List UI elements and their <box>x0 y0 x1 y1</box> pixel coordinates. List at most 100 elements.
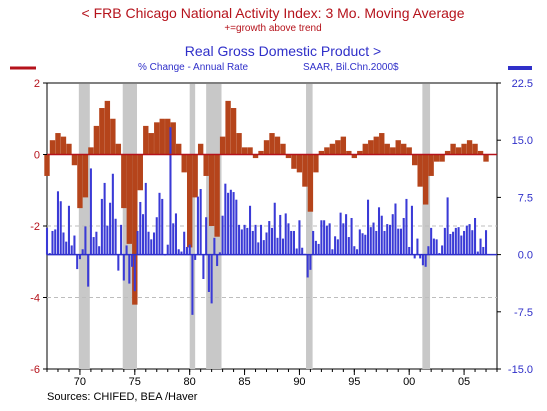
gdp-bar <box>474 217 477 255</box>
activity-bar <box>280 143 286 155</box>
gdp-bar <box>377 207 381 255</box>
gdp-bar <box>213 237 216 255</box>
gdp-bar <box>109 202 112 255</box>
right-axis-label: 15.0 <box>512 135 533 147</box>
gdp-bar <box>287 223 290 255</box>
gdp-bar <box>284 213 287 255</box>
activity-bar <box>225 100 231 155</box>
x-axis-label: 05 <box>458 376 470 388</box>
activity-bar <box>296 154 303 173</box>
activity-bar <box>307 154 314 212</box>
activity-bar <box>472 143 478 155</box>
gdp-bar <box>229 189 232 255</box>
gdp-bar <box>136 230 139 255</box>
gdp-bar <box>185 246 188 255</box>
axes: 2 0 -2 -4 -6 22.5 15.0 7.5 0.0 -7.5 -15.0 70 75 80 85 9… <box>30 78 533 388</box>
activity-bar <box>450 143 456 155</box>
activity-bar <box>154 122 160 155</box>
activity-bar <box>263 140 270 155</box>
activity-bar <box>159 118 165 155</box>
activity-bar <box>362 143 368 155</box>
gdp-bar <box>65 241 68 255</box>
gdp-bar <box>484 230 488 255</box>
gdp-bar <box>279 214 282 255</box>
gdp-bar <box>207 254 210 292</box>
left-axis-label: 2 <box>34 78 40 90</box>
gdp-bar <box>405 198 408 255</box>
gdp-bar <box>67 205 70 255</box>
gdp-bar <box>249 205 252 255</box>
gdp-bar <box>432 238 435 255</box>
gdp-bar <box>92 237 95 255</box>
chart-title-right: Real Gross Domestic Product > <box>185 43 381 59</box>
gdp-bar <box>353 246 356 255</box>
gdp-bar <box>76 254 79 270</box>
gdp-bar <box>51 230 54 255</box>
activity-bar <box>269 133 275 155</box>
gdp-bar <box>133 254 136 292</box>
gdp-bar <box>391 214 394 255</box>
gdp-bar <box>358 229 361 255</box>
gdp-bar <box>361 233 364 255</box>
activity-bar <box>422 154 429 205</box>
zero-lines <box>47 153 497 256</box>
gdp-bar <box>196 196 199 255</box>
gdp-bar <box>317 243 320 255</box>
gdp-bar <box>98 246 101 255</box>
gdp-bar <box>194 254 197 260</box>
gdp-bar <box>205 217 208 255</box>
x-axis-label: 85 <box>238 376 250 388</box>
activity-bar <box>208 154 215 226</box>
activity-bar <box>219 136 226 155</box>
gdp-bar <box>419 254 422 259</box>
activity-bar <box>324 147 330 155</box>
x-axis-label: 00 <box>403 376 415 388</box>
activity-bar <box>274 136 281 155</box>
gdp-bar <box>399 228 402 255</box>
gdp-bar <box>375 230 378 255</box>
gdp-bar <box>452 231 455 255</box>
gdp-bar <box>292 230 295 255</box>
activity-bar <box>181 154 187 173</box>
gdp-bar <box>443 227 446 255</box>
gdp-bar <box>320 220 323 255</box>
gdp-bar <box>84 226 87 255</box>
activity-bar <box>99 108 105 155</box>
gdp-bar <box>139 201 142 255</box>
gdp-bar <box>199 189 202 255</box>
activity-index-bars <box>44 100 489 305</box>
activity-bar <box>433 154 440 162</box>
gdp-bar <box>254 224 257 255</box>
activity-bar <box>192 154 198 198</box>
gdp-bar <box>161 198 164 255</box>
activity-bar <box>368 140 374 155</box>
gdp-bar <box>369 227 372 255</box>
gdp-bar <box>111 173 114 255</box>
gdp-bar <box>345 214 348 255</box>
activity-bar <box>93 125 100 155</box>
gdp-bar <box>295 248 298 255</box>
chart-title-left: < FRB Chicago National Activity Index: 3… <box>82 5 465 21</box>
right-axis-label: -7.5 <box>514 307 533 319</box>
gdp-bar <box>281 238 285 255</box>
gdp-bar <box>435 239 438 255</box>
gdp-bar <box>120 224 123 255</box>
source-note: Sources: CHIFED, BEA /Haver <box>47 391 198 403</box>
gdp-bar <box>48 253 51 255</box>
gdp-bar <box>372 222 375 255</box>
gdp-bar <box>312 230 315 255</box>
gdp-bar <box>328 223 331 255</box>
x-axis-label: 75 <box>129 376 141 388</box>
gdp-bar <box>427 246 430 255</box>
gdp-bar <box>465 225 468 255</box>
gdp-bar <box>454 227 457 255</box>
gdp-bar <box>265 232 268 255</box>
gdp-bar <box>70 245 73 255</box>
activity-bar <box>384 143 390 155</box>
gdp-bar <box>262 240 265 255</box>
gdp-bar <box>413 254 416 259</box>
activity-bar <box>455 147 462 155</box>
gdp-bar <box>388 224 392 255</box>
left-axis-label: -6 <box>30 364 40 376</box>
activity-bar <box>115 143 122 155</box>
